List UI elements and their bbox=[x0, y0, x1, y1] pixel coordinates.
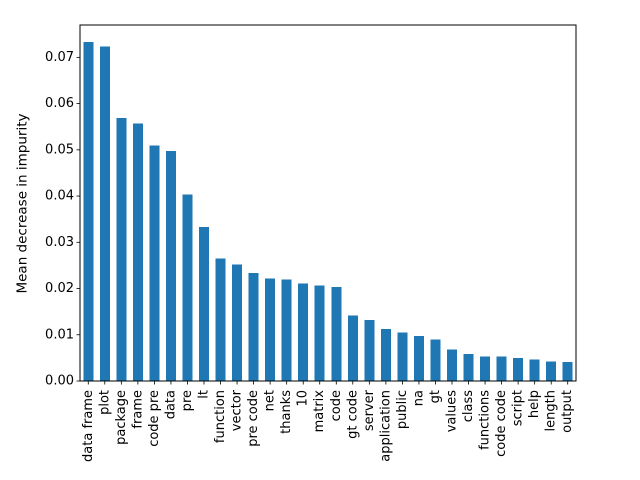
x-tick-label: code pre bbox=[147, 390, 162, 447]
x-tick-label: na bbox=[411, 390, 426, 406]
y-tick-label: 0.03 bbox=[45, 235, 74, 250]
x-tick-label: pre bbox=[180, 390, 195, 411]
x-tick-label: lt bbox=[197, 390, 212, 399]
x-tick-label: server bbox=[362, 389, 377, 431]
x-tick-label: matrix bbox=[312, 390, 327, 433]
bar bbox=[248, 272, 259, 381]
bar bbox=[413, 336, 424, 381]
y-tick-label: 0.06 bbox=[45, 96, 74, 111]
bar bbox=[513, 357, 524, 381]
bar bbox=[529, 359, 540, 381]
y-tick-label: 0.00 bbox=[45, 374, 74, 389]
bar bbox=[463, 354, 474, 381]
x-tick-label: 10 bbox=[296, 390, 311, 407]
x-tick-label: script bbox=[511, 390, 526, 426]
bar bbox=[182, 194, 193, 381]
bar bbox=[132, 123, 143, 381]
bar bbox=[83, 42, 94, 382]
bar bbox=[116, 117, 127, 382]
y-tick-label: 0.04 bbox=[45, 189, 74, 204]
x-tick-label: functions bbox=[478, 390, 493, 450]
bar bbox=[99, 46, 110, 381]
x-tick-label: output bbox=[560, 390, 575, 433]
x-tick-label: thanks bbox=[279, 390, 294, 434]
bar bbox=[562, 362, 573, 381]
bar bbox=[331, 287, 342, 381]
bar bbox=[546, 361, 557, 381]
bar bbox=[397, 332, 408, 381]
y-tick-label: 0.05 bbox=[45, 142, 74, 157]
bar bbox=[430, 339, 441, 381]
y-tick-label: 0.07 bbox=[45, 50, 74, 65]
x-tick-label: frame bbox=[130, 390, 145, 429]
bar bbox=[265, 278, 276, 381]
plot-border bbox=[79, 24, 577, 382]
x-tick-label: gt code bbox=[345, 390, 360, 439]
bar bbox=[347, 315, 358, 381]
y-tick-label: 0.01 bbox=[45, 327, 74, 342]
x-tick-label: data bbox=[163, 390, 178, 419]
x-tick-label: length bbox=[544, 390, 559, 431]
bar bbox=[232, 264, 243, 381]
x-tick-label: application bbox=[378, 390, 393, 462]
bar bbox=[281, 279, 292, 381]
x-tick-label: class bbox=[461, 390, 476, 422]
x-tick-label: function bbox=[213, 390, 228, 443]
bar bbox=[364, 319, 375, 381]
bar bbox=[199, 227, 209, 381]
x-tick-label: plot bbox=[97, 390, 112, 415]
bar bbox=[496, 356, 507, 381]
bar bbox=[480, 356, 491, 381]
x-tick-label: net bbox=[263, 390, 278, 411]
x-tick-label: values bbox=[445, 390, 460, 433]
x-tick-label: code bbox=[329, 390, 344, 421]
bar bbox=[149, 145, 160, 381]
y-axis-label: Mean decrease in impurity bbox=[14, 113, 31, 294]
bar bbox=[165, 150, 176, 381]
x-tick-label: gt bbox=[428, 390, 443, 403]
x-tick-label: package bbox=[114, 390, 129, 445]
bar bbox=[447, 349, 457, 381]
x-tick-label: data frame bbox=[81, 390, 96, 462]
bar bbox=[215, 258, 226, 381]
x-tick-label: vector bbox=[230, 389, 245, 431]
bar bbox=[380, 328, 391, 381]
bar bbox=[314, 285, 325, 381]
x-tick-label: pre code bbox=[246, 390, 261, 447]
bar bbox=[298, 283, 309, 381]
x-tick-label: public bbox=[395, 390, 410, 429]
x-tick-label: code code bbox=[494, 390, 509, 457]
y-tick-label: 0.02 bbox=[45, 281, 74, 296]
x-tick-label: help bbox=[527, 390, 542, 418]
